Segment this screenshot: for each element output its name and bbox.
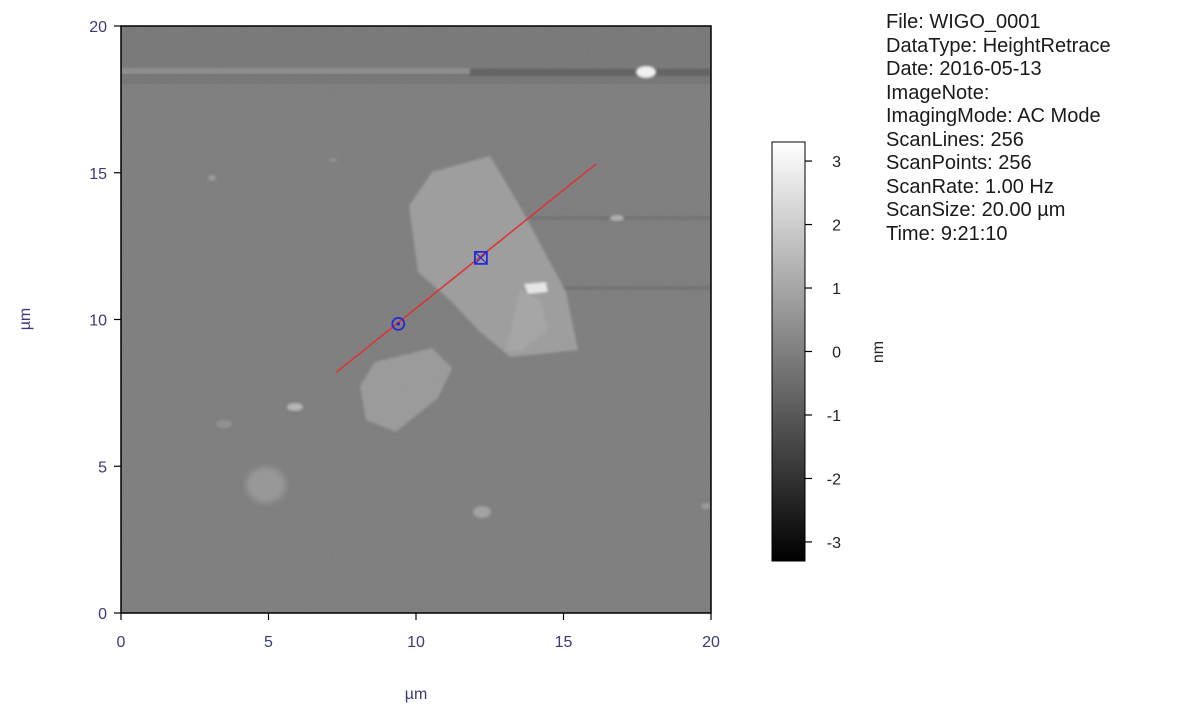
colorbar-tick-label: 1 — [832, 281, 841, 298]
x-axis-title: µm — [405, 686, 428, 703]
x-tick-label: 10 — [407, 634, 425, 651]
y-axis-title: µm — [17, 308, 34, 331]
y-axis: 0 5 10 15 20 — [89, 19, 121, 623]
metadata-line: ScanLines: 256 — [886, 128, 1024, 151]
y-tick-label: 15 — [89, 166, 107, 183]
colorbar-title: nm — [870, 341, 887, 363]
colorbar-axis: 3 2 1 0 -1 -2 -3 — [805, 154, 841, 552]
y-tick-label: 0 — [98, 606, 107, 623]
circle-marker[interactable] — [391, 317, 406, 331]
metadata-line: ImageNote: — [886, 81, 990, 104]
colorbar-tick-label: 0 — [832, 345, 841, 362]
x-tick-label: 15 — [555, 634, 573, 651]
y-tick-label: 5 — [98, 459, 107, 476]
line-profile[interactable] — [335, 163, 597, 373]
metadata-line: ScanSize: 20.00 µm — [886, 199, 1066, 221]
metadata-line: ImagingMode: AC Mode — [886, 105, 1101, 127]
metadata-line: Time: 9:21:10 — [886, 222, 1008, 245]
x-tick-label: 0 — [117, 634, 126, 651]
metadata-line: Date: 2016-05-13 — [886, 58, 1042, 80]
metadata-line: ScanPoints: 256 — [886, 152, 1032, 174]
metadata-line: ScanRate: 1.00 Hz — [886, 175, 1054, 198]
metadata-line: DataType: HeightRetrace — [886, 34, 1111, 57]
colorbar-tick-label: 2 — [832, 218, 841, 235]
metadata-line: File: WIGO_0001 — [886, 11, 1041, 33]
profile-markers — [391, 250, 488, 331]
height-image — [121, 26, 711, 613]
x-tick-label: 20 — [702, 634, 720, 651]
y-tick-label: 10 — [89, 313, 107, 330]
colorbar — [771, 141, 806, 562]
metadata-panel: File: WIGO_0001 DataType: HeightRetrace Da… — [886, 11, 1111, 246]
y-tick-label: 20 — [89, 19, 107, 36]
colorbar-tick-label: -3 — [827, 535, 841, 552]
square-marker[interactable] — [473, 250, 488, 265]
x-tick-label: 5 — [264, 634, 273, 651]
colorbar-tick-label: 3 — [832, 154, 841, 171]
circle-marker-center — [396, 322, 401, 326]
colorbar-tick-label: -1 — [827, 408, 841, 425]
x-axis: 0 5 10 15 20 — [117, 613, 720, 651]
colorbar-tick-label: -2 — [827, 471, 841, 488]
